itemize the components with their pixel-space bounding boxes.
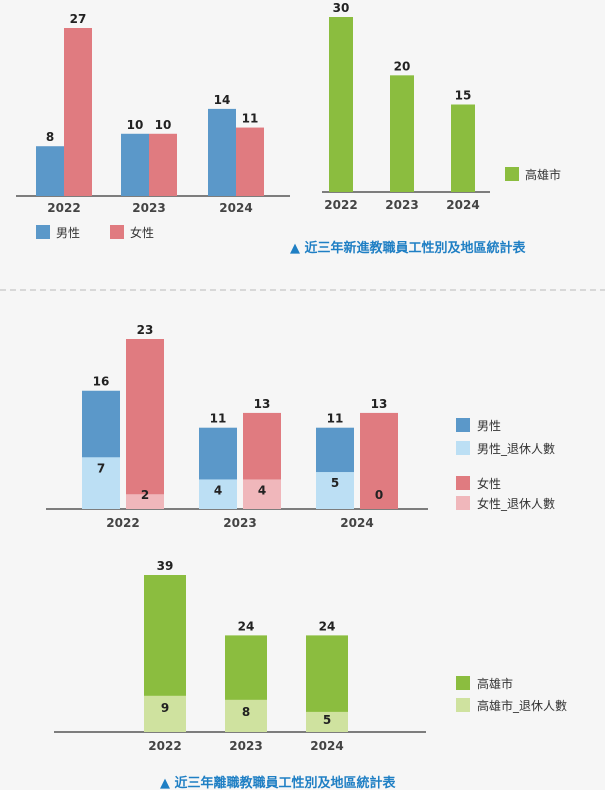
- legend-swatch-male: [36, 225, 50, 239]
- bar-female-retired-2022: [126, 494, 164, 509]
- tick-label-2024: 2024: [446, 198, 479, 212]
- bar-kaohsiung-retired-2023: [225, 699, 267, 732]
- legend-swatch-kaohsiung: [505, 167, 519, 181]
- data-label-male-retired-2024: 5: [331, 476, 339, 490]
- data-label-female-2023: 10: [155, 118, 172, 132]
- legend-swatch-female: [456, 476, 470, 490]
- legend-label-male: 男性: [56, 226, 80, 240]
- new-hires-gender-chart: 8 27 2022 10 10 2023 14 11 2024 男性 女性: [16, 12, 290, 240]
- tick-label-2022: 2022: [106, 516, 139, 530]
- data-label-male-retired-2023: 4: [214, 483, 222, 497]
- bar-female-2022: [126, 339, 164, 509]
- data-label-female-2024: 11: [242, 112, 259, 126]
- bar-female-2024: [236, 127, 264, 196]
- legend-label-male-retired: 男性_退休人數: [477, 442, 555, 456]
- legend-swatch-kaohsiung-retired: [456, 698, 470, 712]
- tick-label-2024: 2024: [219, 201, 252, 215]
- data-label-kaohsiung-2023: 24: [238, 619, 255, 633]
- legend-label-kaohsiung: 高雄市: [477, 676, 513, 691]
- data-label-male-retired-2022: 7: [97, 461, 105, 475]
- data-label-kaohsiung-retired-2024: 5: [323, 713, 331, 727]
- legend-swatch-female: [110, 225, 124, 239]
- legend-label-kaohsiung: 高雄市: [525, 167, 561, 182]
- data-label-male-2022: 16: [93, 375, 110, 389]
- data-label-kaohsiung-2022: 39: [157, 559, 174, 573]
- bar-kaohsiung-2024: [451, 104, 475, 192]
- tick-label-2023: 2023: [223, 516, 256, 530]
- legend-swatch-kaohsiung: [456, 676, 470, 690]
- bar-female-2022: [64, 28, 92, 196]
- bar-kaohsiung-retired-2022: [144, 695, 186, 732]
- legend-label-female: 女性: [130, 225, 154, 240]
- tick-label-2023: 2023: [132, 201, 165, 215]
- data-label-kaohsiung-2024: 24: [319, 619, 336, 633]
- bar-male-retired-2024: [316, 472, 354, 509]
- data-label-male-2022: 8: [46, 130, 54, 144]
- data-label-male-2023: 10: [127, 118, 144, 132]
- data-label-female-2023: 13: [254, 397, 271, 411]
- tick-label-2023: 2023: [385, 198, 418, 212]
- bar-female-retired-2023: [243, 479, 281, 509]
- bar-kaohsiung-retired-2024: [306, 711, 348, 732]
- bar-male-retired-2022: [82, 457, 120, 509]
- legend-label-male: 男性: [477, 419, 501, 433]
- bar-kaohsiung-2023: [390, 75, 414, 192]
- legend-swatch-female-retired: [456, 496, 470, 510]
- tick-label-2024: 2024: [310, 739, 343, 753]
- bar-male-2023: [121, 133, 149, 196]
- data-label-male-2024: 11: [327, 412, 344, 426]
- data-label-female-retired-2023: 4: [258, 483, 266, 497]
- tick-label-2022: 2022: [148, 739, 181, 753]
- tick-label-2022: 2022: [47, 201, 80, 215]
- caption-new-hires: ▲ 近三年新進教職員工性別及地區統計表: [290, 240, 527, 256]
- data-label-female-2024: 13: [371, 397, 388, 411]
- data-label-female-retired-2022: 2: [141, 488, 149, 502]
- bar-female-2023: [149, 133, 177, 196]
- legend-swatch-male: [456, 418, 470, 432]
- data-label-male-2023: 11: [210, 412, 227, 426]
- bar-female-2024: [360, 412, 398, 509]
- legend-label-kaohsiung-retired: 高雄市_退休人數: [477, 698, 567, 713]
- data-label-male-2024: 14: [214, 93, 231, 107]
- data-label-female-2022: 23: [137, 323, 154, 337]
- bar-male-2024: [208, 108, 236, 196]
- data-label-kaohsiung-2022: 30: [333, 1, 350, 15]
- data-label-kaohsiung-retired-2023: 8: [242, 705, 250, 719]
- tick-label-2024: 2024: [340, 516, 373, 530]
- data-label-kaohsiung-2023: 20: [394, 59, 411, 73]
- data-label-kaohsiung-retired-2022: 9: [161, 701, 169, 715]
- tick-label-2022: 2022: [324, 198, 357, 212]
- legend-swatch-male-retired: [456, 441, 470, 455]
- data-label-female-2022: 27: [70, 12, 87, 26]
- bar-kaohsiung-2022: [329, 17, 353, 192]
- legend-label-female: 女性: [477, 476, 501, 491]
- caption-departures: ▲ 近三年離職教職員工性別及地區統計表: [160, 775, 397, 790]
- new-hires-region-chart: 30 2022 20 2023 15 2024 高雄市: [322, 1, 561, 212]
- bar-male-2022: [36, 146, 64, 196]
- legend-label-female-retired: 女性_退休人數: [477, 496, 555, 511]
- data-label-female-retired-2024: 0: [375, 488, 383, 502]
- tick-label-2023: 2023: [229, 739, 262, 753]
- data-label-kaohsiung-2024: 15: [455, 89, 472, 103]
- bar-male-retired-2023: [199, 479, 237, 509]
